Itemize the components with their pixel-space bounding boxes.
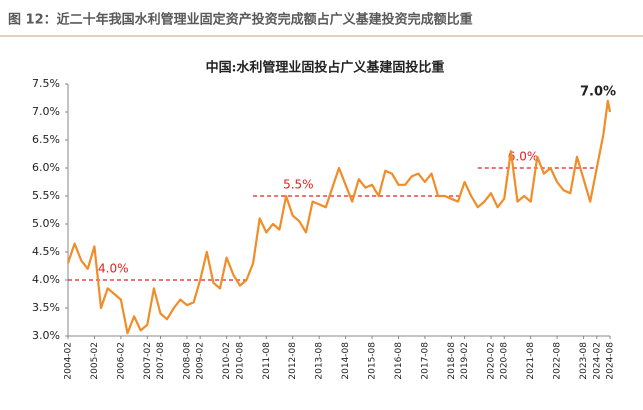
x-tick-label: 2020-02 bbox=[487, 342, 497, 380]
reference-label: 4.0% bbox=[98, 262, 129, 276]
y-tick-label: 4.5% bbox=[32, 245, 60, 258]
y-tick-label: 7.0% bbox=[32, 105, 60, 118]
x-tick-label: 2016-08 bbox=[394, 342, 404, 380]
x-tick-label: 2007-02 bbox=[143, 342, 153, 380]
x-tick-label: 2010-02 bbox=[222, 342, 232, 380]
x-tick-label: 2010-08 bbox=[235, 342, 245, 380]
y-tick-label: 5.5% bbox=[32, 189, 60, 202]
y-tick-label: 3.5% bbox=[32, 301, 60, 314]
chart-title: 中国:水利管理业固投占广义基建固投比重 bbox=[206, 60, 445, 76]
y-tick-label: 6.0% bbox=[32, 161, 60, 174]
x-tick-label: 2018-08 bbox=[447, 342, 457, 380]
line-series bbox=[66, 99, 612, 335]
y-tick-label: 3.0% bbox=[32, 329, 60, 342]
x-tick-label: 2017-08 bbox=[420, 342, 430, 380]
x-tick-label: 2013-08 bbox=[315, 342, 325, 380]
y-tick-label: 4.0% bbox=[32, 273, 60, 286]
x-tick-label: 2015-08 bbox=[368, 342, 378, 380]
reference-label: 5.5% bbox=[283, 178, 314, 192]
reference-label: 6.0% bbox=[508, 150, 539, 164]
x-tick-label: 2008-08 bbox=[182, 342, 192, 380]
x-tick-label: 2020-08 bbox=[500, 342, 510, 380]
x-tick-label: 2009-02 bbox=[196, 342, 206, 380]
y-tick-label: 5.0% bbox=[32, 217, 60, 230]
x-tick-label: 2005-02 bbox=[90, 342, 100, 380]
x-tick-label: 2012-08 bbox=[288, 342, 298, 380]
x-tick-label: 2014-08 bbox=[341, 342, 351, 380]
x-tick-label: 2007-08 bbox=[156, 342, 166, 380]
y-tick-label: 7.5% bbox=[32, 77, 60, 90]
x-tick-label: 2011-08 bbox=[262, 342, 272, 380]
x-tick-label: 2021-08 bbox=[526, 342, 536, 380]
y-tick-label: 6.5% bbox=[32, 133, 60, 146]
x-tick-label: 2022-08 bbox=[553, 342, 563, 380]
end-label: 7.0% bbox=[580, 85, 616, 100]
x-tick-label: 2004-02 bbox=[64, 342, 74, 380]
x-tick-label: 2024-02 bbox=[592, 342, 602, 380]
x-tick-label: 2006-02 bbox=[116, 342, 126, 380]
x-tick-label: 2019-02 bbox=[460, 342, 470, 380]
x-tick-label: 2024-08 bbox=[606, 342, 616, 380]
x-tick-label: 2023-08 bbox=[579, 342, 589, 380]
header-title: 图 12：近二十年我国水利管理业固定资产投资完成额占广义基建投资完成额比重 bbox=[8, 12, 473, 28]
